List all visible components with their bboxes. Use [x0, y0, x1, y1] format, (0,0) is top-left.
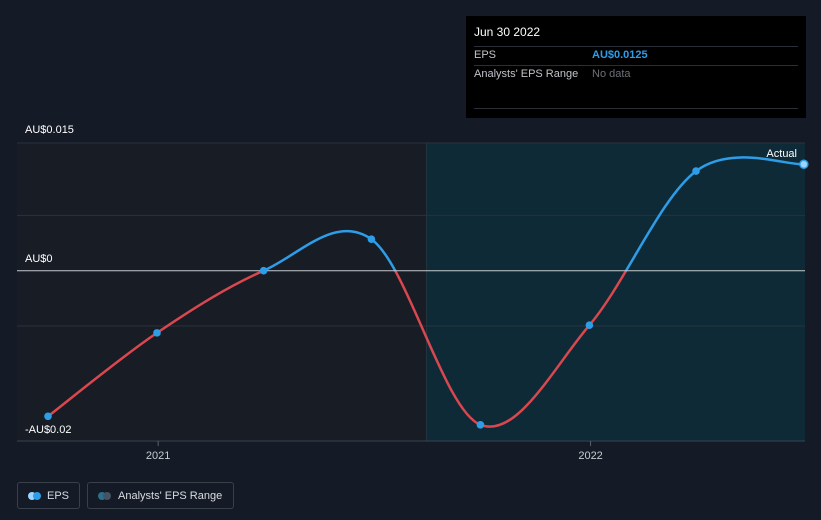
eps-point-2020-12-31: [153, 329, 161, 337]
eps-line-positive: [260, 156, 804, 271]
eps-point-2022-03-31: [692, 167, 700, 175]
eps-point-2021-06-30: [367, 235, 376, 244]
tooltip-eps-value: AU$0.0125: [592, 49, 648, 61]
y-tick-label-bottom: -AU$0.02: [25, 424, 72, 436]
tooltip: Jun 30 2022 EPS AU$0.0125 Analysts' EPS …: [466, 16, 806, 118]
actual-annotation: Actual: [766, 148, 797, 160]
eps-point-2021-03-31: [259, 266, 268, 275]
legend-eps[interactable]: EPS: [17, 482, 80, 509]
eps-line-negative: [47, 270, 628, 428]
eps-point-2021-09-30: [476, 421, 485, 429]
tooltip-date: Jun 30 2022: [474, 25, 541, 39]
eps-legend-icon: [28, 491, 41, 500]
x-tick-label-2022: 2022: [578, 450, 602, 462]
y-tick-label-zero: AU$0: [25, 253, 53, 265]
recent-region: [426, 143, 805, 441]
legend-eps-label: EPS: [46, 489, 69, 502]
tooltip-row-eps: EPS AU$0.0125: [474, 46, 798, 65]
tooltip-divider: [474, 108, 798, 109]
legend-range-label: Analysts' EPS Range: [118, 489, 223, 502]
tooltip-range-label: Analysts' EPS Range: [474, 68, 579, 80]
y-tick-label-top: AU$0.015: [25, 124, 74, 136]
tooltip-row-range: Analysts' EPS Range No data: [474, 65, 798, 84]
eps-point-2021-12-31: [585, 321, 594, 330]
legend-analysts-range[interactable]: Analysts' EPS Range: [87, 482, 234, 509]
tooltip-eps-label: EPS: [474, 49, 497, 61]
eps-point-2022-06-30: [799, 159, 809, 170]
x-tick-label-2021: 2021: [146, 450, 170, 462]
tooltip-range-value: No data: [592, 68, 631, 80]
eps-point-2020-09-30: [44, 412, 52, 421]
range-legend-icon: [98, 491, 112, 500]
